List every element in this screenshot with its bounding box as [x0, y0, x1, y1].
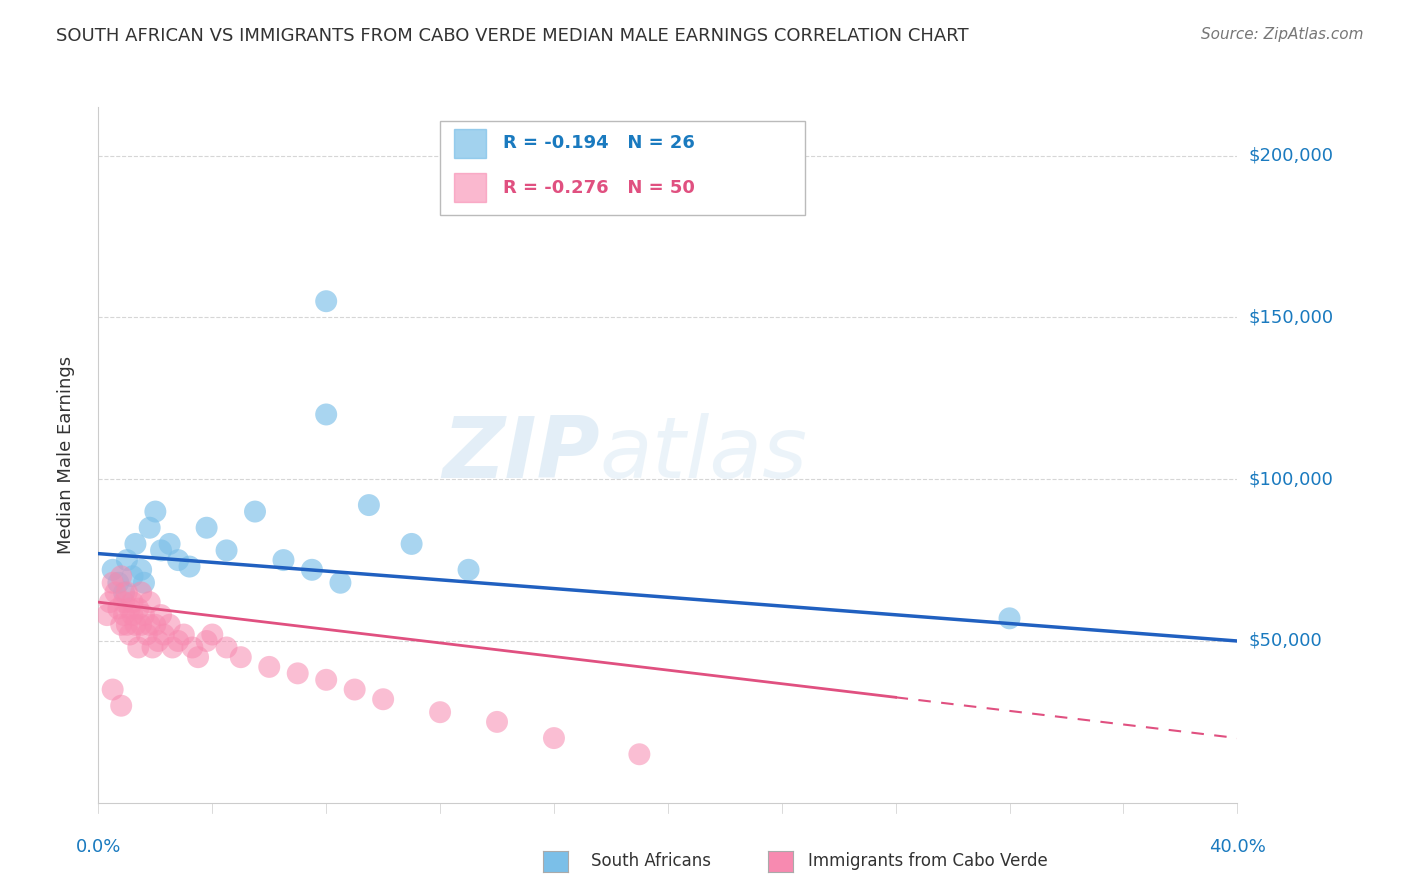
Text: $150,000: $150,000 [1249, 309, 1333, 326]
Point [98, 595, 121, 609]
Point [159, 617, 181, 632]
Point [229, 650, 252, 665]
Point [101, 575, 124, 590]
Point [187, 650, 209, 665]
Text: South Africans: South Africans [591, 852, 710, 870]
Point [124, 537, 146, 551]
Point [110, 569, 132, 583]
Text: ZIP: ZIP [441, 413, 599, 497]
Point [343, 682, 366, 697]
Point [141, 640, 163, 655]
Point [145, 617, 167, 632]
Point [112, 608, 135, 623]
Point [121, 569, 143, 583]
Point [138, 617, 160, 632]
Point [457, 563, 479, 577]
Point [132, 575, 155, 590]
Text: 40.0%: 40.0% [1209, 838, 1265, 855]
Point [243, 504, 266, 518]
Bar [454, 173, 485, 202]
Point [628, 747, 651, 762]
Text: R = -0.276   N = 50: R = -0.276 N = 50 [503, 178, 695, 197]
Text: R = -0.194   N = 26: R = -0.194 N = 26 [503, 134, 695, 153]
Text: SOUTH AFRICAN VS IMMIGRANTS FROM CABO VERDE MEDIAN MALE EARNINGS CORRELATION CHA: SOUTH AFRICAN VS IMMIGRANTS FROM CABO VE… [56, 27, 969, 45]
Point [162, 640, 184, 655]
Point [259, 660, 281, 674]
Bar [454, 128, 485, 158]
Point [101, 563, 124, 577]
Point [115, 553, 138, 567]
Point [107, 601, 129, 615]
Point [215, 543, 238, 558]
Point [112, 585, 135, 599]
Point [273, 553, 295, 567]
Point [121, 608, 143, 623]
Point [150, 543, 173, 558]
Point [181, 640, 204, 655]
Point [315, 294, 337, 309]
Text: $50,000: $50,000 [1249, 632, 1322, 650]
Text: atlas: atlas [599, 413, 807, 497]
Point [373, 692, 395, 706]
Text: Source: ZipAtlas.com: Source: ZipAtlas.com [1201, 27, 1364, 42]
Point [110, 617, 132, 632]
Point [129, 617, 152, 632]
Point [110, 698, 132, 713]
Point [195, 634, 218, 648]
Point [129, 563, 152, 577]
Point [357, 498, 380, 512]
Text: $100,000: $100,000 [1249, 470, 1333, 488]
Point [429, 705, 451, 719]
Point [132, 608, 155, 623]
Point [129, 585, 152, 599]
Point [167, 553, 190, 567]
Point [315, 673, 337, 687]
Y-axis label: Median Male Earnings: Median Male Earnings [56, 356, 75, 554]
Point [127, 601, 149, 615]
Point [145, 504, 167, 518]
Point [401, 537, 423, 551]
Point [112, 595, 135, 609]
Point [159, 537, 181, 551]
Point [173, 627, 195, 641]
Point [104, 585, 127, 599]
Point [329, 575, 352, 590]
Point [115, 617, 138, 632]
Point [148, 634, 170, 648]
Point [138, 521, 160, 535]
Text: Immigrants from Cabo Verde: Immigrants from Cabo Verde [808, 852, 1049, 870]
Point [215, 640, 238, 655]
Point [543, 731, 565, 745]
Point [195, 521, 218, 535]
Point [101, 682, 124, 697]
Text: 0.0%: 0.0% [76, 838, 121, 855]
Point [118, 627, 141, 641]
Point [315, 408, 337, 422]
Text: $200,000: $200,000 [1249, 146, 1333, 165]
Point [138, 595, 160, 609]
Point [486, 714, 509, 729]
Point [115, 585, 138, 599]
Point [201, 627, 224, 641]
Point [301, 563, 323, 577]
Point [96, 608, 118, 623]
Point [153, 627, 176, 641]
Point [135, 627, 157, 641]
Point [167, 634, 190, 648]
Point [287, 666, 309, 681]
Point [150, 608, 173, 623]
Point [179, 559, 201, 574]
Point [121, 595, 143, 609]
Point [998, 611, 1021, 625]
Point [107, 575, 129, 590]
FancyBboxPatch shape [440, 121, 804, 215]
Point [118, 601, 141, 615]
Point [124, 617, 146, 632]
Point [127, 640, 149, 655]
